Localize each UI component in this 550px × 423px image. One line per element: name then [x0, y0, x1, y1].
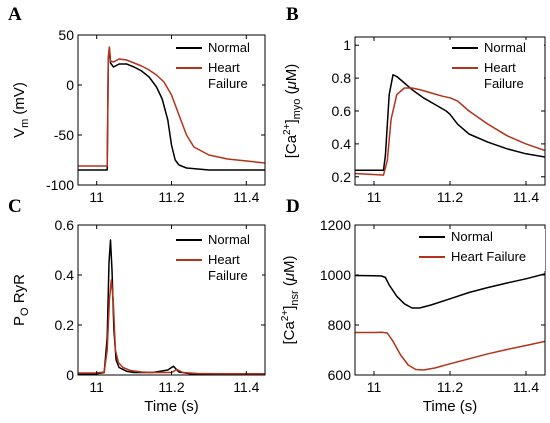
x-tick-label: 11.2 — [158, 189, 184, 205]
y-tick-label: 600 — [328, 367, 352, 383]
legend-label: Normal — [484, 40, 526, 55]
y-tick-label: 0.2 — [55, 317, 75, 333]
y-tick-label: 0.4 — [332, 136, 352, 152]
x-tick-label: 11.2 — [437, 189, 463, 205]
series-line-heart-failure — [355, 87, 545, 176]
x-tick-label: 11.2 — [437, 379, 463, 395]
x-tick-label: 11.4 — [513, 189, 539, 205]
series-line-heart-failure — [78, 279, 265, 375]
legend-label: Failure — [208, 76, 248, 91]
y-axis-label: Vm (mV) — [11, 82, 31, 138]
y-tick-label: 1200 — [320, 217, 351, 233]
y-tick-label: -100 — [46, 177, 74, 193]
y-axis-label: PO RyR — [11, 274, 31, 326]
x-tick-label: 11.4 — [233, 189, 259, 205]
panel-b: B 11 11.2 11.4 0.2 0.4 0.6 0.8 1 [Ca2+]myo (μM) No… — [282, 4, 546, 205]
x-tick-label: 11 — [89, 189, 104, 205]
x-tick-label: 11 — [367, 379, 382, 395]
legend-label: Heart — [484, 60, 516, 75]
x-axis-label: Time (s) — [423, 398, 477, 415]
x-tick-label: 11 — [89, 379, 104, 395]
x-tick-label: 11.4 — [513, 379, 539, 395]
y-tick-label: 0.6 — [55, 217, 75, 233]
panel-letter: A — [8, 4, 22, 25]
series-line-heart-failure — [355, 331, 545, 371]
panel-c: C 11 11.2 11.4 0 0.2 0.4 0.6 Time (s) PO RyR Norma… — [8, 196, 266, 415]
legend-label: Heart — [208, 60, 240, 75]
y-tick-label: -50 — [54, 127, 74, 143]
legend-label: Normal — [208, 232, 250, 247]
panel-letter: C — [8, 196, 22, 217]
series-line-normal — [355, 74, 545, 171]
series-line-heart-failure — [78, 46, 265, 167]
series-line-normal — [355, 273, 545, 309]
x-tick-label: 11 — [367, 189, 382, 205]
panel-letter: B — [286, 4, 299, 25]
y-tick-label: 0.2 — [332, 169, 352, 185]
y-tick-label: 0 — [66, 367, 74, 383]
legend: Normal Heart Failure — [415, 229, 545, 271]
legend-label: Normal — [451, 229, 493, 244]
legend-label: Failure — [484, 76, 524, 91]
x-axis-label: Time (s) — [144, 398, 198, 415]
y-tick-label: 0.4 — [55, 267, 75, 283]
y-axis-label: [Ca2+]myo (μM) — [282, 64, 303, 159]
x-tick-label: 11.4 — [233, 379, 259, 395]
y-tick-label: 50 — [58, 27, 74, 43]
legend-label: Heart Failure — [451, 249, 526, 264]
panel-letter: D — [286, 196, 300, 217]
y-tick-label: 0.8 — [332, 70, 352, 86]
legend-label: Normal — [208, 40, 250, 55]
y-tick-label: 1 — [343, 37, 351, 53]
legend-label: Heart — [208, 252, 240, 267]
panel-d: D 11 11.2 11.4 600 800 1000 1200 Time (s) [Ca2+]n… — [280, 196, 546, 415]
y-tick-label: 0 — [66, 77, 74, 93]
y-tick-label: 1000 — [320, 267, 351, 283]
panel-a: A 11 11.2 11.4 -100 -50 0 50 Vm (mV) Normal HeartF… — [8, 4, 266, 205]
legend-label: Failure — [208, 268, 248, 283]
y-axis-label: [Ca2+]nsr (μM) — [280, 255, 301, 344]
y-tick-label: 0.6 — [332, 103, 352, 119]
y-tick-label: 800 — [328, 317, 352, 333]
x-tick-label: 11.2 — [158, 379, 184, 395]
